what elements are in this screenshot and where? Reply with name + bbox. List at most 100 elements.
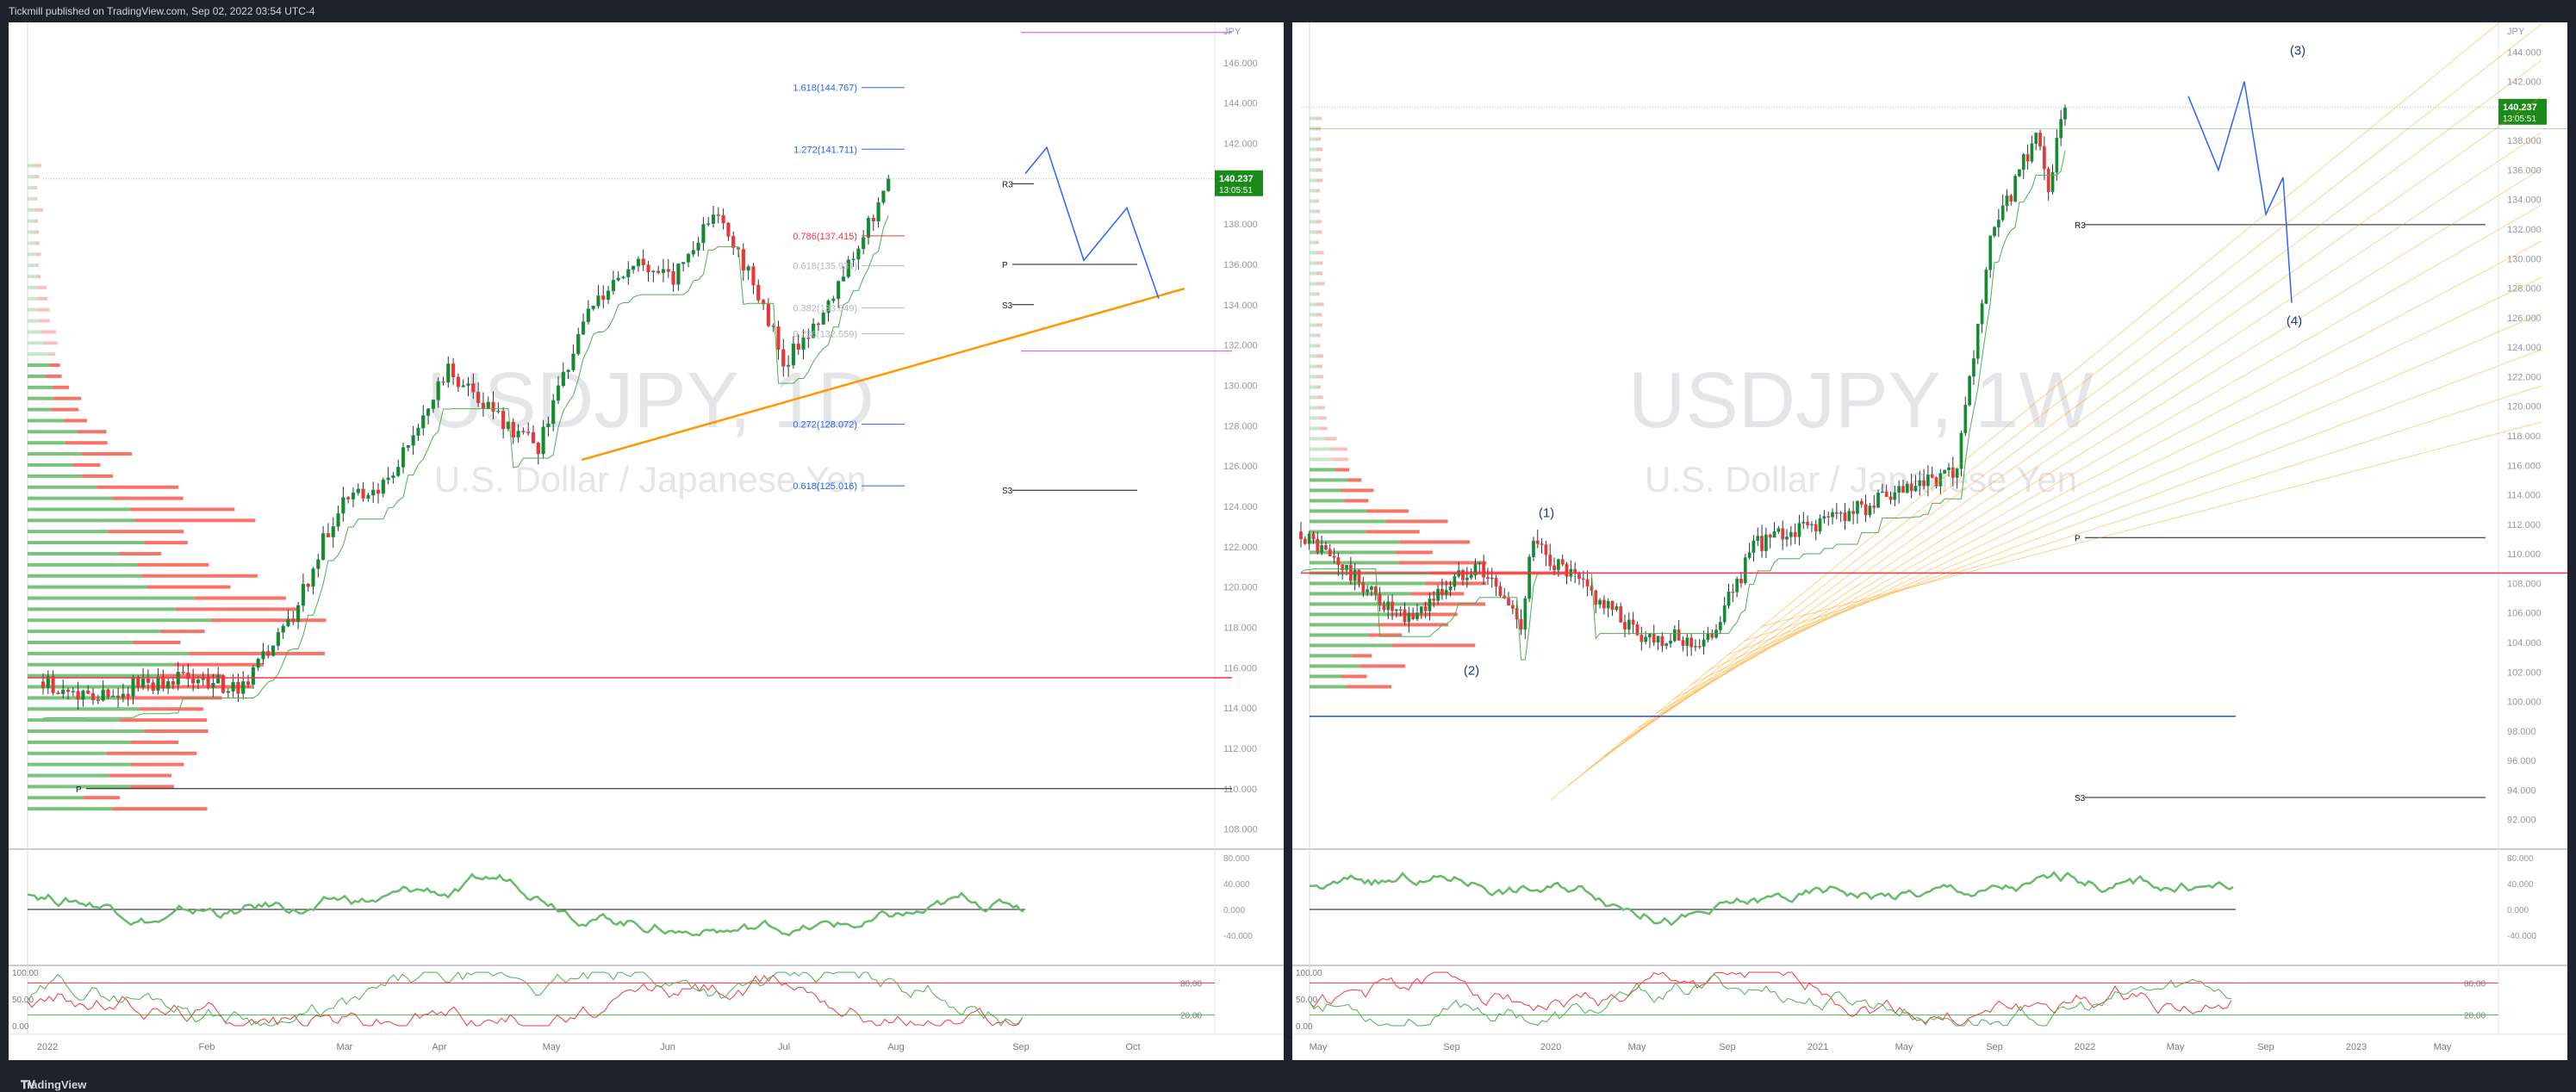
time-axis-label: 2021 [1808, 1042, 1828, 1052]
volume-profile-bar-sell [144, 729, 208, 734]
candle-body [1503, 595, 1507, 599]
candle-body [1681, 640, 1685, 647]
time-axis-label: Sep [1443, 1042, 1460, 1052]
oscillator-tick-label: 0.000 [2507, 906, 2529, 915]
volume-profile-bar-sell [119, 718, 208, 723]
price-tick-label: 118.000 [1223, 623, 1257, 633]
volume-profile-bar-buy [28, 751, 107, 755]
candle-body [115, 695, 121, 698]
candle-body [796, 344, 800, 350]
price-tick-label: 96.000 [2507, 756, 2536, 766]
candle-body [1598, 599, 1602, 605]
candle-body [106, 689, 110, 698]
volume-profile-bar-sell [1316, 251, 1324, 255]
volume-profile-bar-buy [1310, 271, 1317, 276]
candle-body [1498, 586, 1503, 597]
last-price-tag [2498, 98, 2547, 125]
pivot-label: S3 [2075, 794, 2086, 803]
candle-body [1669, 640, 1672, 644]
chart-panel-weekly[interactable]: USDJPY, 1W U.S. Dollar / Japanese Yen JPY 1… [1292, 22, 2567, 1060]
volume-profile-bar-sell [1347, 478, 1362, 482]
candle-body [361, 488, 365, 499]
candle-body [536, 443, 540, 455]
time-axis-label: May [1895, 1042, 1913, 1052]
candle-body [611, 280, 615, 292]
volume-profile-bar-buy [1310, 612, 1391, 617]
volume-profile-bar-sell [211, 618, 327, 623]
candle-body [1436, 588, 1440, 601]
candle-body [2000, 205, 2005, 220]
candle-body [56, 692, 60, 694]
price-tick-label: 114.000 [2507, 491, 2541, 501]
candle-body [2021, 154, 2025, 171]
price-tick-label: 130.000 [1223, 381, 1258, 391]
time-axis-label: Jun [660, 1042, 675, 1052]
candle-body [1988, 235, 1993, 270]
candle-body [1332, 555, 1336, 558]
candle-body [1831, 512, 1834, 518]
candle-body [2063, 108, 2067, 120]
candle-body [1672, 629, 1677, 642]
candle-body [621, 276, 625, 279]
candle-body [511, 421, 515, 438]
volume-profile-bar-buy [28, 452, 83, 456]
candle-body [2025, 154, 2030, 162]
candle-body [431, 400, 435, 409]
candle-body [731, 236, 736, 248]
price-tick-label: 120.000 [1223, 583, 1258, 593]
candle-body [521, 431, 526, 432]
volume-profile-bar-buy [1310, 426, 1320, 431]
volume-profile-bar-sell [49, 363, 60, 368]
time-axis-label: May [2167, 1042, 2185, 1052]
weekly-chart-svg[interactable]: USDJPY, 1W U.S. Dollar / Japanese Yen JPY 1… [1292, 22, 2567, 1060]
price-tick-label: 146.000 [1223, 59, 1258, 69]
candle-body [801, 337, 806, 350]
candle-body [756, 284, 761, 301]
candle-body [1345, 565, 1348, 571]
volume-profile-bar-buy [1310, 261, 1317, 265]
volume-profile-bar-buy [28, 673, 160, 678]
volume-profile-bar-sell [121, 696, 222, 700]
candle-body [831, 298, 836, 301]
volume-profile-bar-sell [51, 407, 79, 412]
candle-body [866, 218, 871, 238]
candle-body [1909, 483, 1913, 492]
candle-body [1818, 518, 1822, 532]
volume-profile-bar-sell [129, 507, 235, 512]
candle-body [1976, 324, 1980, 359]
volume-profile-bar-buy [28, 685, 138, 689]
time-axis-label: May [543, 1042, 561, 1052]
volume-profile-bar-buy [1310, 416, 1319, 420]
candle-body [1370, 586, 1373, 590]
candle-body [1881, 491, 1884, 493]
volume-profile-bar-buy [1310, 519, 1386, 524]
candle-body [1968, 375, 1971, 406]
candle-body [1585, 579, 1590, 586]
price-tick-label: 114.000 [1223, 704, 1257, 714]
pitchfork-channel-line [1726, 349, 2542, 656]
chart-panel-daily[interactable]: USDJPY, 1D U.S. Dollar / Japanese Yen JPY 1… [9, 22, 1284, 1060]
volume-profile-bar-sell [1391, 643, 1476, 648]
daily-chart-svg[interactable]: USDJPY, 1D U.S. Dollar / Japanese Yen JPY 1… [9, 22, 1284, 1060]
candle-body [626, 269, 631, 277]
volume-profile-bar-buy [28, 341, 44, 345]
candle-body [1797, 523, 1801, 537]
volume-profile-bar-buy [28, 662, 174, 667]
candle-body [1806, 521, 1809, 525]
candle-body [1428, 599, 1432, 611]
candle-body [1859, 500, 1864, 505]
volume-profile-bar-buy [1310, 457, 1333, 462]
candle-body [671, 270, 675, 285]
candle-body [1959, 432, 1963, 469]
volume-profile-bar-buy [1310, 364, 1317, 369]
volume-profile-bar-buy [1310, 189, 1316, 193]
volume-profile-bar-buy [1310, 488, 1341, 493]
candle-body [681, 262, 686, 264]
fib-level-label: 0.786(137.415) [793, 232, 857, 242]
candle-body [1934, 477, 1938, 487]
pitchfork-channel-line [1638, 168, 2542, 729]
elliott-wave-label: (2) [1464, 664, 1479, 679]
volume-profile-bar-sell [1316, 199, 1319, 203]
volume-profile-bar-buy [1310, 664, 1360, 668]
candle-body [691, 250, 695, 255]
